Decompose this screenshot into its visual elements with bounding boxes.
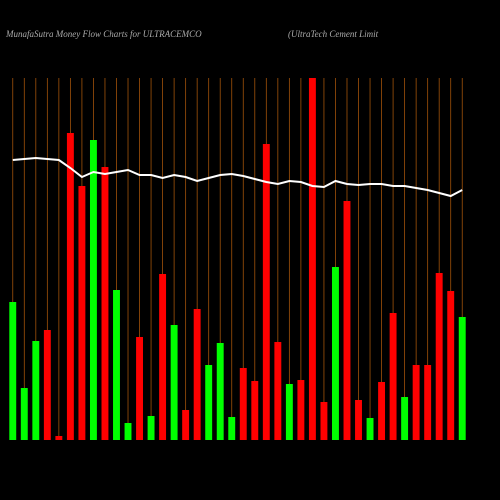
bar [124, 423, 132, 440]
bar [159, 274, 167, 440]
bar [228, 417, 236, 440]
bar [32, 341, 40, 440]
bar [401, 397, 409, 440]
bar [251, 381, 259, 440]
bar [101, 167, 109, 440]
bar [262, 144, 270, 440]
bar [389, 313, 397, 440]
bar [424, 365, 432, 440]
bar [308, 78, 316, 440]
chart-subtitle: (UltraTech Cement Limit [288, 29, 379, 39]
bar [343, 201, 351, 440]
bar [89, 140, 97, 440]
bar [55, 436, 63, 440]
chart-title: MunafaSutra Money Flow Charts for ULTRAC… [5, 29, 202, 39]
bar [297, 380, 305, 440]
bar [332, 267, 339, 440]
bar [285, 384, 293, 440]
bar [320, 402, 328, 440]
bar [205, 365, 213, 440]
bar [274, 342, 282, 440]
bar [355, 400, 362, 440]
bar [136, 337, 143, 440]
bar [113, 290, 120, 440]
bar [66, 133, 74, 440]
bar [78, 186, 86, 440]
bar [366, 418, 374, 440]
bar [447, 291, 455, 440]
bar [435, 273, 443, 440]
bar [20, 388, 28, 440]
bar [182, 410, 190, 440]
bar [239, 368, 247, 440]
bar [193, 309, 201, 440]
bar [458, 317, 466, 440]
money-flow-line [12, 156, 463, 198]
bar [412, 365, 420, 440]
bar [9, 302, 17, 440]
bar [216, 343, 224, 440]
bar [147, 416, 155, 440]
bar [170, 325, 178, 440]
bar [43, 330, 51, 440]
bar [378, 382, 386, 440]
